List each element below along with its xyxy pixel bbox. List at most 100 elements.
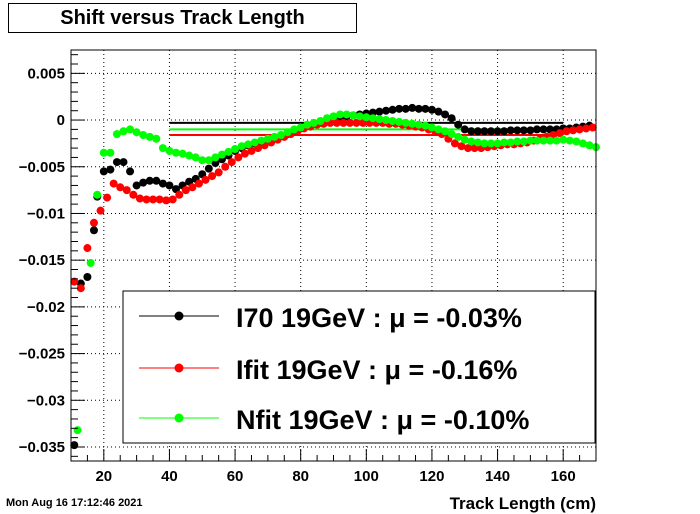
data-point [290, 125, 299, 134]
legend-label: I70 19GeV : μ = -0.03% [236, 303, 522, 333]
data-point [112, 158, 121, 167]
chart-title-box: Shift versus Track Length [8, 3, 357, 33]
data-point [198, 156, 207, 165]
data-point [277, 131, 285, 140]
data-point [526, 126, 535, 135]
y-tick-label: −0.025 [19, 346, 65, 363]
data-point [191, 153, 200, 162]
data-point [382, 116, 390, 125]
data-point [89, 218, 98, 227]
data-point [158, 179, 167, 188]
data-point [181, 186, 190, 195]
data-point [493, 127, 502, 136]
data-point [89, 226, 98, 235]
data-point [493, 139, 502, 148]
data-point [447, 130, 456, 139]
data-point [162, 196, 171, 205]
data-point [96, 206, 105, 215]
tick-labels: 20 40 60 80 100 120 140 160 0.005 0 −0.005 −0.01 −0.… [19, 65, 576, 485]
data-point [237, 142, 246, 151]
x-tick-label: 20 [95, 468, 112, 485]
x-tick-label: 120 [419, 468, 444, 485]
data-point [168, 195, 177, 204]
data-point [395, 104, 404, 113]
data-point [473, 138, 482, 147]
x-tick-label: 160 [551, 468, 576, 485]
data-point [83, 244, 92, 253]
data-point [112, 130, 121, 139]
data-point [155, 195, 164, 204]
data-point [395, 117, 404, 126]
data-point [86, 258, 95, 267]
data-point [188, 183, 197, 192]
data-point [454, 120, 463, 129]
data-point [487, 139, 495, 148]
data-point [526, 136, 535, 145]
data-point [204, 164, 213, 173]
data-point [368, 114, 377, 123]
data-point [421, 104, 430, 113]
data-point [375, 107, 384, 116]
y-tick-label: 0 [57, 112, 65, 129]
data-point [388, 116, 397, 125]
data-point [487, 127, 495, 136]
data-point [109, 179, 118, 188]
x-axis-label: Track Length (cm) [450, 494, 596, 513]
data-point [119, 127, 128, 136]
data-point [441, 110, 450, 119]
data-point [414, 120, 423, 129]
x-tick-label: 140 [485, 468, 510, 485]
data-point [139, 131, 148, 140]
data-point [119, 158, 128, 167]
data-point [139, 178, 148, 187]
data-point [401, 104, 410, 113]
data-point [368, 108, 377, 117]
legend-items: I70 19GeV : μ = -0.03% Ifit 19GeV : μ = -… [139, 303, 529, 435]
data-point [106, 148, 115, 157]
data-point [382, 106, 390, 115]
y-tick-label: −0.01 [27, 205, 65, 222]
data-point [247, 146, 256, 155]
data-point [454, 132, 463, 141]
data-point [129, 190, 138, 199]
data-point [539, 136, 548, 145]
data-point [519, 126, 528, 135]
data-point [375, 115, 384, 124]
data-point [352, 118, 361, 127]
data-point [342, 110, 351, 119]
data-point [103, 193, 112, 202]
data-point [211, 159, 220, 168]
data-point [201, 175, 210, 184]
data-point [539, 125, 548, 134]
data-point [441, 127, 450, 136]
data-point [234, 153, 243, 162]
data-point [145, 132, 154, 141]
data-point [73, 426, 82, 435]
data-point [408, 119, 417, 128]
x-tick-label: 100 [354, 468, 379, 485]
legend-swatch-marker [174, 413, 184, 423]
y-tick-label: −0.035 [19, 439, 65, 456]
y-tick-label: −0.03 [27, 392, 65, 409]
data-point [464, 144, 473, 153]
data-point [421, 121, 430, 130]
data-point [447, 114, 456, 123]
series-points [73, 110, 600, 435]
data-point [93, 190, 102, 199]
data-point [178, 149, 187, 158]
data-point [355, 112, 364, 121]
data-point [204, 156, 213, 165]
x-tick-label: 40 [161, 468, 178, 485]
data-point [244, 140, 253, 149]
data-point [559, 135, 568, 144]
data-point [152, 176, 161, 185]
data-point [149, 195, 158, 204]
data-point [401, 118, 410, 127]
data-point [158, 144, 167, 153]
data-point [217, 150, 226, 159]
data-point [142, 195, 151, 204]
data-point [214, 168, 223, 177]
data-point [211, 153, 220, 162]
data-point [296, 123, 305, 132]
data-point [434, 107, 443, 116]
